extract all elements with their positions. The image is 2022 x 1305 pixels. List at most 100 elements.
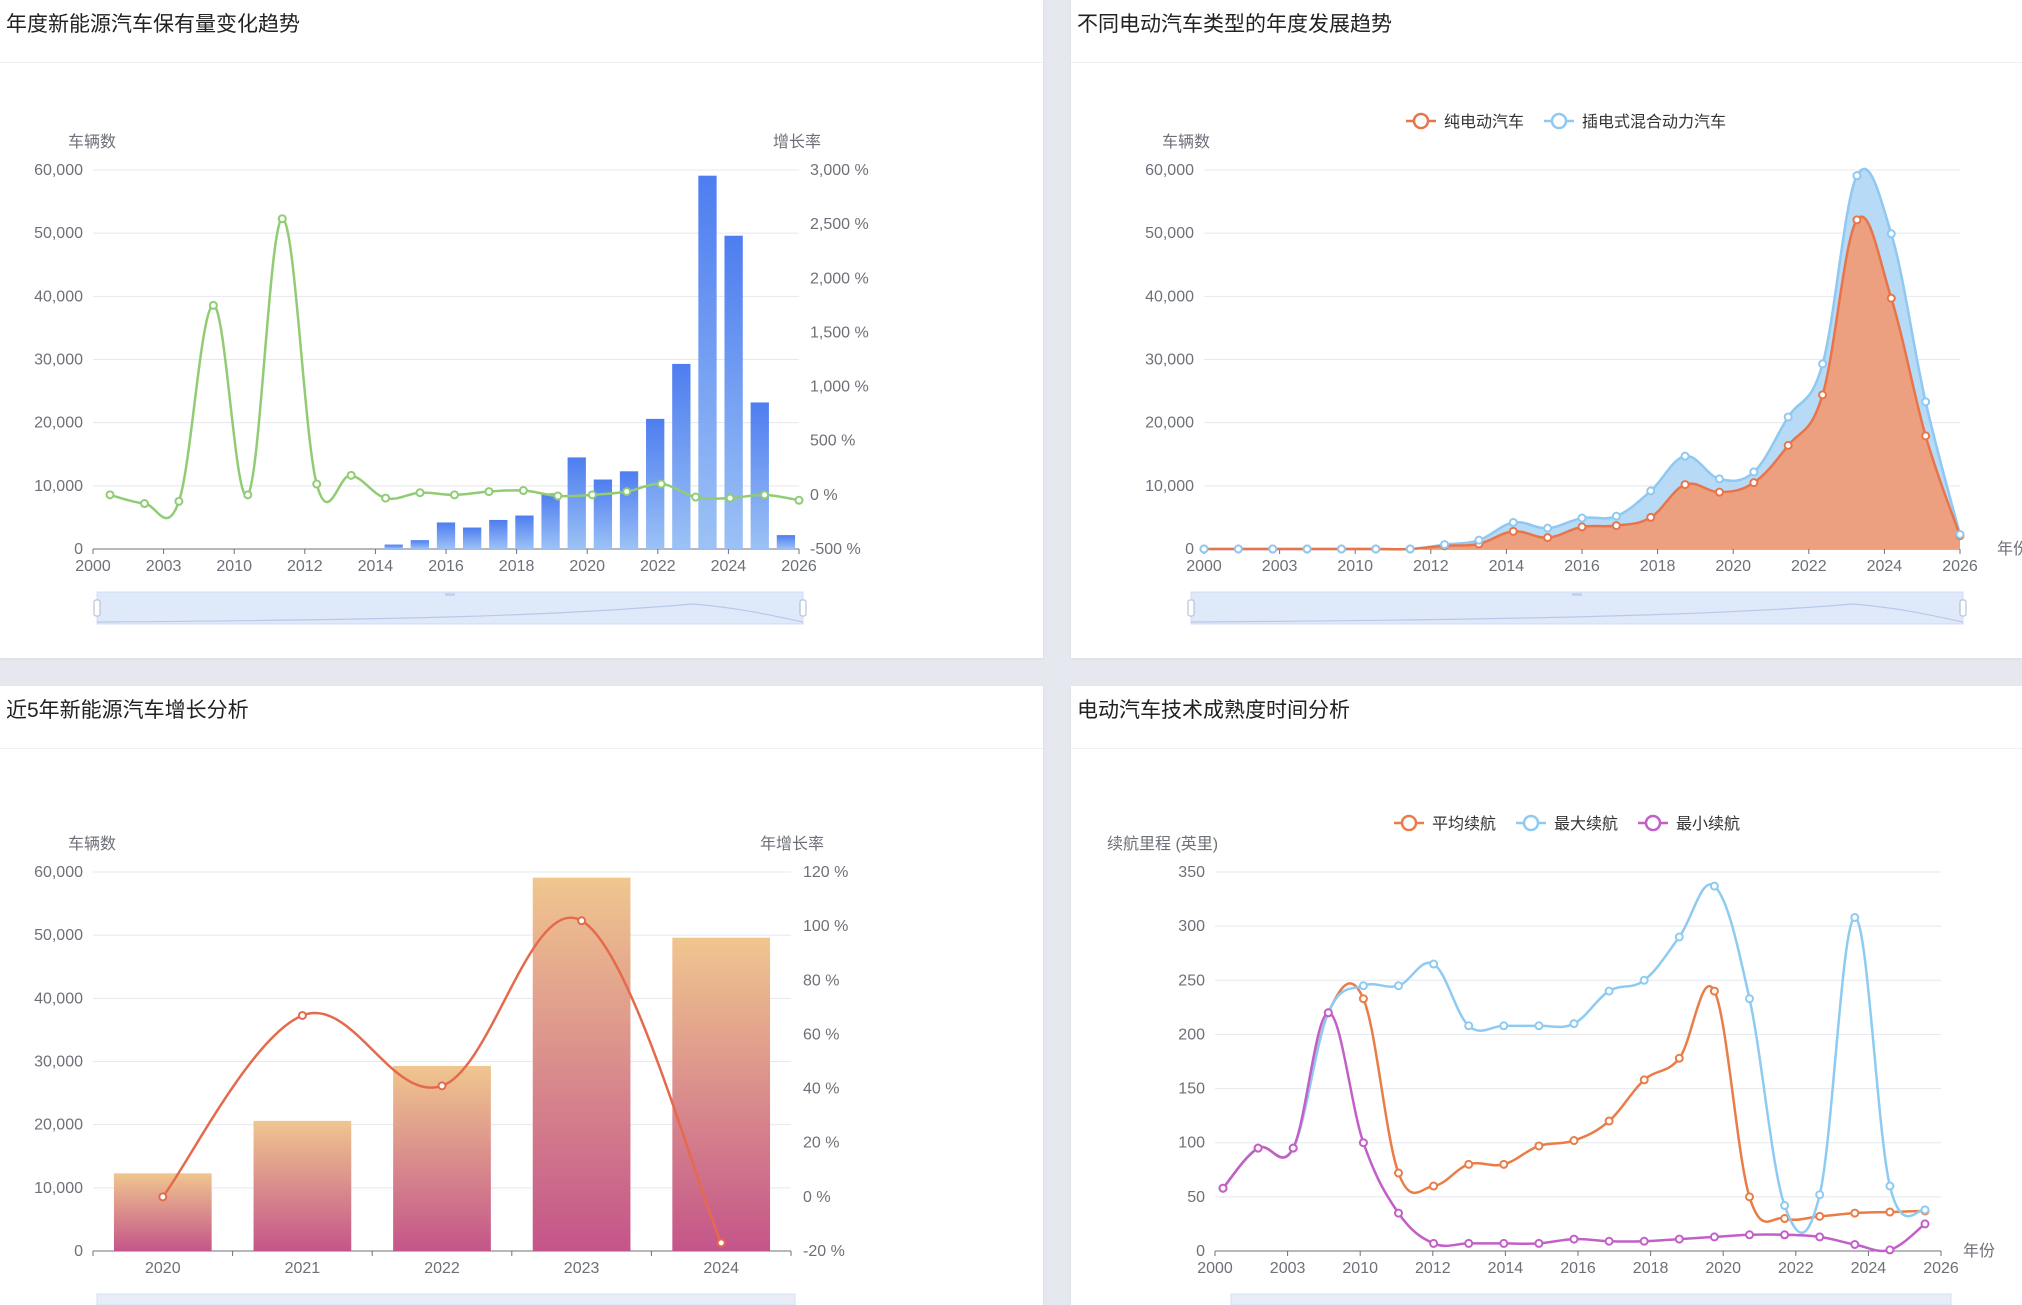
growth-rate-point — [437, 1081, 447, 1091]
y-tick-label: 40,000 — [34, 288, 83, 305]
x-tick-label: 2022 — [424, 1260, 460, 1277]
growth-rate-point — [139, 499, 149, 509]
y-tick-label: 20,000 — [1145, 415, 1194, 432]
divider — [1071, 62, 2022, 63]
x-tick-label: 2020 — [569, 558, 605, 575]
x-tick-label: 2003 — [146, 558, 182, 575]
avg-range-point — [1885, 1207, 1895, 1217]
x-tick-label: 2020 — [1715, 558, 1751, 575]
avg-range-point — [1745, 1192, 1754, 1202]
bar — [113, 1173, 212, 1251]
y-axis-title-right: 年增长率 — [760, 835, 824, 853]
y-right-tick-label: 20 % — [803, 1135, 839, 1152]
min-range-point — [1745, 1230, 1754, 1240]
panel-title: 不同电动汽车类型的年度发展趋势 — [1077, 13, 1392, 36]
x-tick-label: 2020 — [1705, 1260, 1741, 1277]
y-tick-label: 300 — [1178, 918, 1205, 935]
max-range-point — [1569, 1019, 1579, 1029]
panel-tech-maturity: 电动汽车技术成熟度时间分析 续航里程 (英里) 年份 平均续航 最大续航 最小续航 0 50… — [1071, 686, 2022, 1305]
growth-rate-point — [622, 487, 632, 497]
max-range-point — [1709, 881, 1719, 891]
growth-rate-point — [450, 490, 459, 500]
divider — [0, 62, 1043, 63]
x-tick-label: 2024 — [711, 558, 747, 575]
y-axis-title-left: 车辆数 — [68, 835, 116, 853]
min-range-point — [1920, 1219, 1930, 1229]
x-tick-label: 2003 — [1270, 1260, 1306, 1277]
growth-rate-point — [297, 1010, 307, 1020]
max-range-point — [1850, 912, 1860, 922]
data-zoom-grip — [1572, 593, 1582, 596]
growth-rate-point — [381, 493, 391, 503]
y-tick-label: 60,000 — [34, 162, 83, 179]
bar — [436, 522, 456, 549]
y-right-tick-label: 0 % — [810, 487, 838, 504]
x-tick-label: 2018 — [1633, 1260, 1669, 1277]
phev-area — [1204, 168, 1960, 550]
phev-point — [1336, 544, 1346, 554]
avg-range-point — [1850, 1208, 1860, 1218]
x-tick-label: 2010 — [1337, 558, 1373, 575]
data-zoom-grip — [445, 593, 455, 596]
x-tick-label: 2016 — [428, 558, 464, 575]
growth-rate-point — [158, 1192, 168, 1202]
y-tick-label: 0 — [74, 1243, 83, 1260]
y-tick-label: 30,000 — [1145, 352, 1194, 369]
phev-point — [1714, 474, 1724, 484]
bev-point — [1714, 487, 1724, 497]
y-axis-title-right: 增长率 — [773, 133, 821, 151]
x-axis-title: 年份 — [1963, 1242, 1995, 1260]
y-right-tick-label: 3,000 % — [810, 162, 869, 179]
phev-point — [1440, 540, 1450, 550]
divider — [1071, 748, 2022, 749]
bar — [724, 235, 743, 549]
y-right-tick-label: 80 % — [803, 972, 839, 989]
data-zoom-preview — [96, 603, 804, 623]
y-axis-title: 续航里程 (英里) — [1107, 835, 1218, 853]
avg-range-point — [1639, 1075, 1649, 1085]
bar — [253, 1120, 352, 1251]
growth-rate-line — [161, 916, 723, 1244]
x-tick-label: 2026 — [1942, 558, 1978, 575]
min-range-point — [1464, 1238, 1474, 1248]
x-tick-label: 2016 — [1564, 558, 1600, 575]
x-tick-label: 2003 — [1262, 558, 1298, 575]
phev-point — [1268, 544, 1278, 554]
x-tick-label: 2014 — [1488, 1260, 1524, 1277]
phev-point — [1302, 544, 1312, 554]
min-range-point — [1709, 1232, 1719, 1242]
x-tick-label: 2012 — [1415, 1260, 1451, 1277]
bar — [776, 535, 796, 549]
y-tick-label: 50,000 — [34, 927, 83, 944]
legend-marker — [1644, 814, 1662, 832]
avg-range-point — [1780, 1214, 1790, 1224]
bev-point — [1818, 390, 1828, 400]
growth-rate-point — [577, 916, 587, 926]
y-tick-label: 10,000 — [34, 1180, 83, 1197]
y-tick-label: 150 — [1178, 1081, 1205, 1098]
min-range-point — [1639, 1236, 1649, 1246]
x-tick-label: 2010 — [1342, 1260, 1378, 1277]
min-range-point — [1885, 1245, 1895, 1255]
x-tick-label: 2024 — [1867, 558, 1903, 575]
bev-point — [1508, 526, 1518, 536]
max-range-point — [1499, 1021, 1509, 1031]
min-range-point — [1499, 1238, 1509, 1248]
data-zoom-track — [96, 591, 804, 625]
bar — [750, 402, 769, 549]
legend-marker — [1550, 112, 1568, 130]
y-axis-title-left: 车辆数 — [68, 133, 116, 151]
min-range-point — [1604, 1236, 1614, 1246]
x-tick-label: 2020 — [145, 1260, 181, 1277]
legend-label: 插电式混合动力汽车 — [1582, 113, 1726, 131]
growth-rate-line — [109, 217, 800, 520]
data-zoom-handle-right — [1959, 599, 1967, 617]
data-zoom-handle-left — [1187, 599, 1195, 617]
growth-rate-point — [794, 495, 804, 505]
min-range-point — [1358, 1138, 1368, 1148]
max-range-point — [1920, 1205, 1930, 1215]
growth-rate-point — [312, 479, 322, 489]
panel-title: 电动汽车技术成熟度时间分析 — [1077, 699, 1350, 722]
panel-title: 年度新能源汽车保有量变化趋势 — [6, 13, 300, 36]
phev-point — [1543, 523, 1553, 533]
